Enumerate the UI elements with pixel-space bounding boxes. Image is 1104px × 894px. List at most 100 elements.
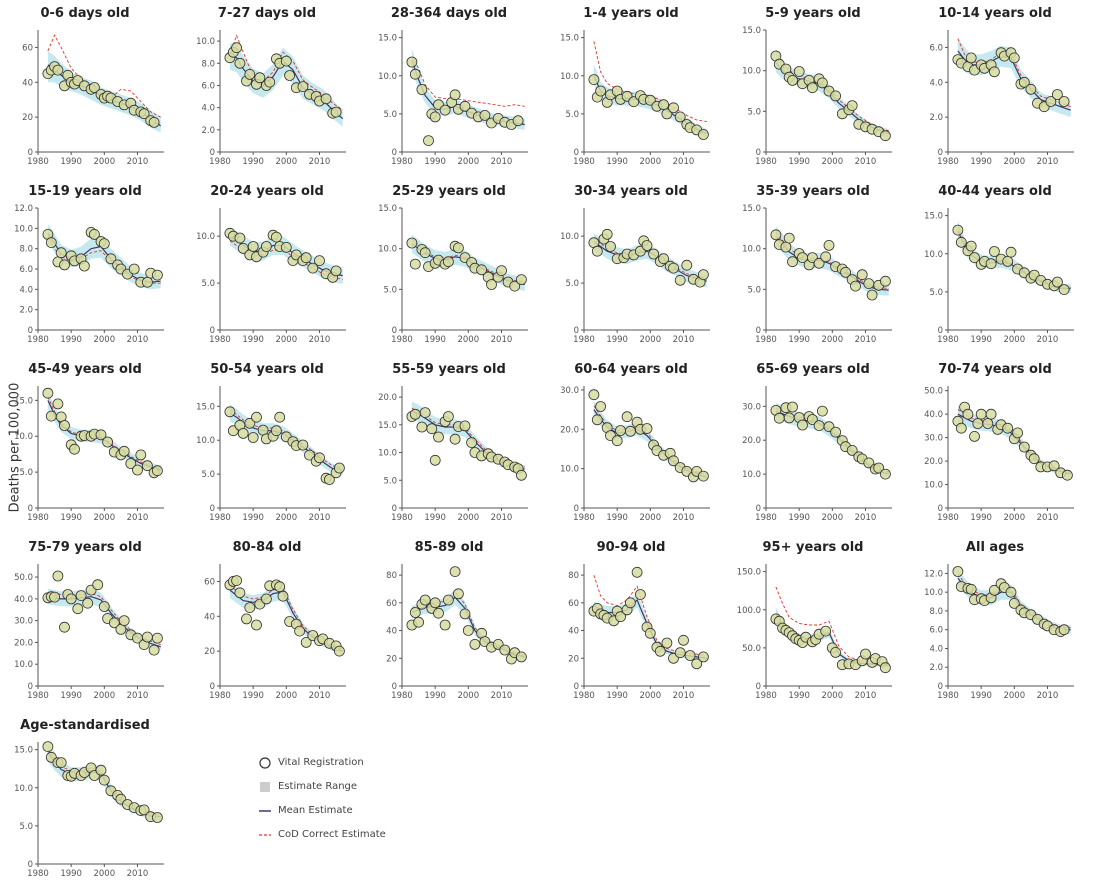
vital-registration-point xyxy=(419,407,431,418)
x-tick-label: 1990 xyxy=(424,157,446,167)
y-tick-label: 30.0 xyxy=(14,617,33,627)
vital-registration-point xyxy=(1018,441,1030,453)
vital-registration-point xyxy=(830,90,841,102)
x-tick-label: 1990 xyxy=(970,157,992,167)
panel-title: 7-27 days old xyxy=(217,6,317,21)
panel-title: 95+ years old xyxy=(762,540,864,555)
x-tick-label: 1980 xyxy=(937,335,959,345)
chart-panel: 1-4 years old 0 5.0 10.0 15.0 1980 1990 2000 201… xyxy=(546,2,716,182)
chart-panel: 70-74 years old 0 10.0 20.0 30.0 40.0 50.0 1980… xyxy=(910,358,1080,538)
vital-registration-point xyxy=(955,236,967,248)
y-tick-label: 0 xyxy=(210,682,215,692)
vital-registration-point xyxy=(674,647,686,659)
vital-registration-point xyxy=(860,648,871,660)
chart-panel: 90-94 old 0 20 40 60 80 1980 1990 2000 2010 xyxy=(546,536,716,716)
vital-registration-point xyxy=(813,257,825,269)
y-tick-label: 10.0 xyxy=(196,37,215,47)
chart-panel: 55-59 years old 0 5.0 10.0 15.0 20.0 1980 1990 2… xyxy=(364,358,534,538)
y-tick-label: 15.0 xyxy=(14,396,33,406)
y-tick-label: 0 xyxy=(756,326,761,336)
panel-title: 65-69 years old xyxy=(756,362,870,377)
y-tick-label: 12.0 xyxy=(14,204,33,214)
chart-panel: 5-9 years old 0 5.0 10.0 15.0 1980 1990 2000 201… xyxy=(728,2,898,182)
x-tick-label: 2010 xyxy=(673,157,695,167)
y-tick-label: 10.0 xyxy=(14,660,33,670)
panel-title: 5-9 years old xyxy=(765,6,861,21)
x-tick-label: 2010 xyxy=(127,335,149,345)
y-tick-label: 30.0 xyxy=(560,386,579,396)
y-tick-label: 5.0 xyxy=(747,285,761,295)
y-tick-label: 2.0 xyxy=(929,113,943,123)
x-tick-label: 1990 xyxy=(788,335,810,345)
x-tick-label: 1980 xyxy=(209,513,231,523)
x-tick-label: 1980 xyxy=(209,691,231,701)
vital-registration-point xyxy=(271,425,282,437)
vital-registration-point xyxy=(244,69,256,80)
x-tick-label: 2010 xyxy=(855,157,877,167)
x-tick-label: 1980 xyxy=(573,157,595,167)
x-tick-label: 1980 xyxy=(391,691,413,701)
vital-registration-point xyxy=(449,89,461,101)
vital-registration-point xyxy=(588,389,600,401)
x-tick-label: 1990 xyxy=(788,691,810,701)
x-tick-label: 1980 xyxy=(573,513,595,523)
vital-registration-point xyxy=(1005,586,1017,598)
y-tick-label: 20.0 xyxy=(924,457,943,467)
vital-registration-point xyxy=(674,274,686,286)
y-tick-label: 10.0 xyxy=(560,465,579,475)
x-tick-label: 2000 xyxy=(93,869,115,879)
vital-registration-point xyxy=(426,423,438,435)
vital-registration-point xyxy=(1058,284,1070,295)
x-tick-label: 2000 xyxy=(821,335,843,345)
vital-registration-point xyxy=(419,247,431,259)
vital-registration-point xyxy=(141,631,153,643)
vital-registration-point xyxy=(234,232,246,244)
x-tick-label: 1990 xyxy=(788,157,810,167)
y-tick-label: 10.0 xyxy=(14,224,33,234)
y-tick-label: 0 xyxy=(756,682,761,692)
x-tick-label: 2010 xyxy=(855,335,877,345)
vital-registration-point xyxy=(1061,469,1073,481)
vital-registration-point xyxy=(1028,453,1040,465)
panel-plot: 0 2.0 4.0 6.0 1980 1990 2000 2010 xyxy=(929,30,1074,167)
vital-registration-point xyxy=(413,616,424,628)
x-tick-label: 2010 xyxy=(1037,335,1059,345)
panel-title: Age-standardised xyxy=(20,718,150,733)
vital-registration-point xyxy=(89,82,100,93)
vital-registration-point xyxy=(654,645,666,657)
vital-registration-point xyxy=(98,601,110,612)
y-tick-label: 20 xyxy=(568,654,579,664)
y-tick-label: 80 xyxy=(568,571,579,581)
x-tick-label: 1980 xyxy=(755,157,777,167)
panel-title: 1-4 years old xyxy=(583,6,679,21)
vital-registration-point xyxy=(591,414,603,426)
vital-registration-point xyxy=(300,252,312,264)
panel-plot: 0 5.0 10.0 1980 1990 2000 2010 xyxy=(196,208,346,345)
vital-registration-point xyxy=(462,625,474,636)
estimate-range-band xyxy=(593,233,707,288)
x-tick-label: 2010 xyxy=(127,869,149,879)
vital-registration-point xyxy=(443,411,454,422)
vital-registration-point xyxy=(92,579,104,591)
x-tick-label: 1990 xyxy=(60,869,82,879)
vital-registration-point xyxy=(330,265,342,277)
vital-registration-point xyxy=(797,419,808,431)
vital-registration-point xyxy=(697,129,709,140)
x-tick-label: 2000 xyxy=(457,157,479,167)
vital-registration-point xyxy=(1045,96,1057,107)
vital-registration-point xyxy=(65,593,77,605)
vital-registration-point xyxy=(82,597,94,609)
vital-registration-point xyxy=(69,443,80,455)
x-tick-label: 2000 xyxy=(821,691,843,701)
y-tick-label: 0 xyxy=(28,148,33,158)
vital-registration-point xyxy=(850,280,861,292)
vital-registration-point xyxy=(261,593,272,605)
vital-registration-point xyxy=(697,470,709,482)
y-tick-label: 15.0 xyxy=(560,34,579,44)
vital-registration-point xyxy=(261,241,272,252)
y-tick-label: 10.0 xyxy=(196,232,215,242)
vital-registration-point xyxy=(89,229,100,240)
chart-panel: Age-standardised 0 5.0 10.0 15.0 1980 1990 2000… xyxy=(0,714,170,894)
vital-registration-point xyxy=(449,433,461,445)
y-tick-label: 20.0 xyxy=(560,425,579,435)
